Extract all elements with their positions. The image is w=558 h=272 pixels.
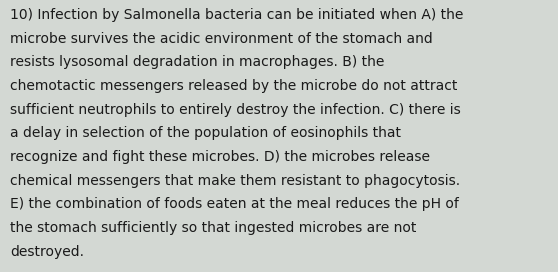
- Text: recognize and fight these microbes. D) the microbes release: recognize and fight these microbes. D) t…: [10, 150, 430, 164]
- Text: resists lysosomal degradation in macrophages. B) the: resists lysosomal degradation in macroph…: [10, 55, 384, 69]
- Text: E) the combination of foods eaten at the meal reduces the pH of: E) the combination of foods eaten at the…: [10, 197, 459, 211]
- Text: chemotactic messengers released by the microbe do not attract: chemotactic messengers released by the m…: [10, 79, 458, 93]
- Text: 10) Infection by Salmonella bacteria can be initiated when A) the: 10) Infection by Salmonella bacteria can…: [10, 8, 463, 22]
- Text: the stomach sufficiently so that ingested microbes are not: the stomach sufficiently so that ingeste…: [10, 221, 416, 235]
- Text: sufficient neutrophils to entirely destroy the infection. C) there is: sufficient neutrophils to entirely destr…: [10, 103, 461, 117]
- Text: a delay in selection of the population of eosinophils that: a delay in selection of the population o…: [10, 126, 401, 140]
- Text: chemical messengers that make them resistant to phagocytosis.: chemical messengers that make them resis…: [10, 174, 460, 188]
- Text: destroyed.: destroyed.: [10, 245, 84, 259]
- Text: microbe survives the acidic environment of the stomach and: microbe survives the acidic environment …: [10, 32, 433, 46]
